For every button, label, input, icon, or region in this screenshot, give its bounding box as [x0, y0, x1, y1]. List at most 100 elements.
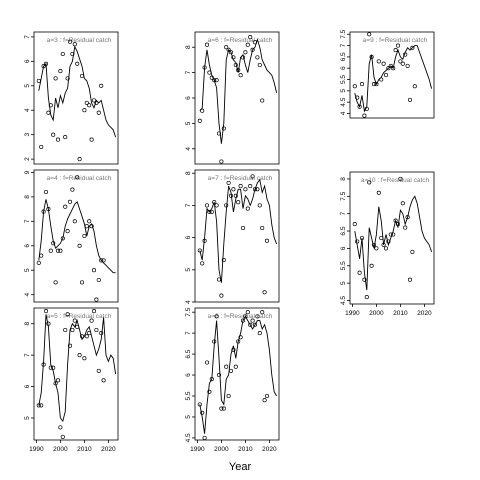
data-point	[67, 39, 73, 44]
data-point	[55, 248, 61, 253]
panel: a=8 : f=Residual catch 4.5 5 5.5 6 6.5 7 7.5 199…	[185, 307, 280, 453]
data-point	[371, 82, 377, 87]
panel-title: a=10 : f=Residual catch	[361, 177, 430, 184]
data-point	[65, 76, 70, 81]
y-tick-label: 7.5	[340, 29, 347, 38]
data-point	[403, 225, 408, 230]
y-tick-label: 7	[340, 43, 347, 47]
data-point	[362, 277, 367, 282]
y-tick-label: 7	[185, 70, 192, 74]
data-point	[405, 63, 410, 68]
data-point	[72, 219, 77, 224]
y-tick-label: 8	[185, 45, 192, 49]
data-point	[53, 76, 58, 81]
data-point	[364, 106, 369, 111]
data-point	[51, 132, 56, 137]
data-point	[79, 280, 85, 285]
data-point	[99, 258, 104, 263]
data-point	[96, 110, 101, 115]
data-point	[264, 238, 270, 243]
y-tick-label: 5	[340, 281, 347, 285]
data-point	[55, 378, 61, 383]
data-point	[221, 258, 226, 263]
data-point	[216, 131, 222, 136]
data-point	[101, 378, 106, 383]
data-point	[245, 310, 250, 315]
data-point	[374, 246, 379, 251]
data-point	[48, 248, 53, 253]
data-point	[357, 104, 362, 109]
y-tick-label: 4.5	[185, 433, 192, 442]
data-point	[369, 263, 374, 268]
data-point	[70, 187, 75, 192]
data-point	[216, 277, 222, 282]
data-point	[41, 362, 46, 367]
panel-frame	[349, 31, 435, 119]
y-tick-label: 8	[185, 171, 192, 175]
data-point	[383, 72, 389, 78]
y-tick-label: 7	[24, 35, 31, 39]
data-point	[245, 206, 250, 211]
data-point	[214, 314, 219, 319]
y-tick-label: 7	[185, 331, 192, 335]
data-point	[89, 224, 94, 229]
data-point	[82, 108, 87, 113]
data-point	[41, 209, 46, 214]
data-point	[250, 174, 255, 179]
panel: a=10 : f=Residual catch 4.5 5 5.5 6 6.5 7 7.5 8 1…	[340, 171, 435, 317]
panel: a=6 : f=Residual catch 4 5 6 7 8	[185, 31, 280, 165]
y-tick-label: 5.5	[340, 75, 347, 84]
data-point	[260, 310, 265, 315]
panel: a=7 : f=Residual catch 4 5 6 7 8	[185, 169, 280, 304]
data-point	[204, 42, 210, 47]
data-point	[212, 339, 217, 344]
fitted-line	[38, 45, 117, 138]
y-tick-label: 5	[185, 121, 192, 125]
y-tick-label: 7	[24, 219, 31, 223]
data-point	[63, 204, 68, 209]
y-tick-label: 4.5	[340, 296, 347, 305]
data-point	[87, 103, 92, 108]
y-tick-label: 5.5	[340, 261, 347, 270]
data-point	[63, 135, 68, 140]
data-point	[381, 242, 386, 247]
data-point	[355, 95, 360, 100]
data-point	[87, 219, 92, 224]
data-point	[197, 248, 202, 253]
panel-title: a=6 : f=Residual catch	[208, 37, 273, 44]
data-point	[238, 184, 243, 189]
data-point	[395, 222, 401, 227]
data-point	[212, 200, 217, 205]
y-tick-label: 6	[185, 373, 192, 377]
data-point	[257, 62, 262, 68]
data-point	[39, 144, 44, 149]
fitted-line	[199, 315, 277, 434]
fitted-line	[199, 38, 278, 144]
data-point	[400, 61, 405, 66]
data-point	[224, 364, 229, 369]
data-point	[75, 324, 80, 329]
data-point	[367, 180, 372, 185]
data-point	[70, 327, 75, 333]
y-tick-label: 7.5	[340, 191, 347, 200]
data-point	[91, 268, 97, 273]
data-point	[99, 83, 104, 88]
panel-title: a=9 : f=Residual catch	[363, 37, 428, 44]
data-point	[240, 318, 246, 323]
data-point	[84, 224, 89, 229]
data-point	[204, 203, 210, 208]
data-point	[250, 318, 255, 323]
data-point	[236, 200, 241, 205]
data-point	[82, 233, 87, 239]
data-point	[79, 334, 85, 339]
data-point	[41, 64, 46, 69]
data-point	[91, 309, 97, 314]
data-point	[87, 331, 92, 336]
y-tick-label: 5	[24, 416, 31, 420]
data-point	[374, 82, 379, 87]
y-tick-label: 8	[24, 195, 31, 199]
data-point	[224, 203, 229, 208]
data-point	[233, 364, 238, 369]
